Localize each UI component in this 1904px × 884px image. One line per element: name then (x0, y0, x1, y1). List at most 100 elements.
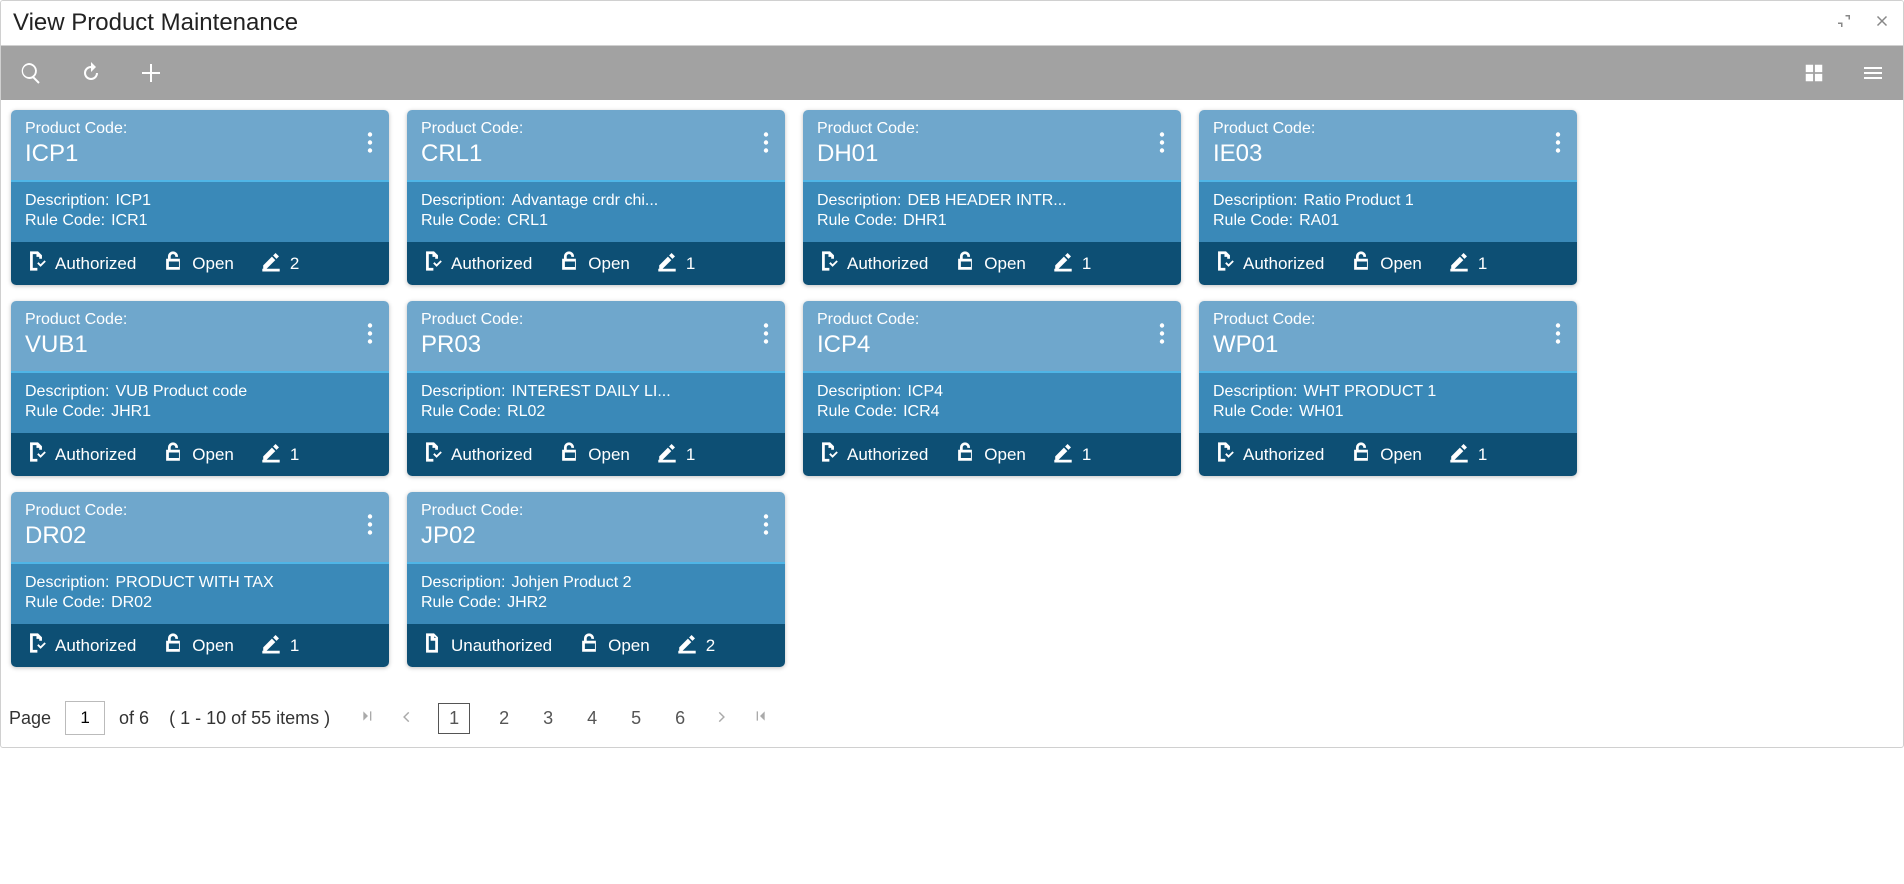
auth-label: Unauthorized (451, 636, 552, 656)
page-next-icon[interactable] (714, 708, 728, 729)
page-number[interactable]: 5 (626, 708, 646, 729)
product-code-label: Product Code: (1213, 120, 1563, 138)
mods-status: 1 (260, 441, 299, 468)
open-status: Open (1350, 441, 1422, 468)
lock-open-icon (1350, 250, 1372, 277)
product-card: Product Code: JP02 DescriptionJohjen Pro… (407, 492, 785, 667)
card-menu-icon[interactable] (1153, 126, 1171, 165)
card-header: Product Code: VUB1 (11, 301, 389, 373)
card-header: Product Code: DH01 (803, 110, 1181, 182)
open-status: Open (1350, 250, 1422, 277)
doc-check-icon (421, 441, 443, 468)
auth-label: Authorized (1243, 254, 1324, 274)
auth-status: Authorized (25, 250, 136, 277)
lock-open-icon (1350, 441, 1372, 468)
open-label: Open (1380, 445, 1422, 465)
description-row: DescriptionRatio Product 1 (1213, 192, 1563, 210)
card-grid: Product Code: ICP1 DescriptionICP1 Rule … (1, 100, 1903, 677)
search-icon[interactable] (19, 61, 43, 85)
edit-icon (656, 441, 678, 468)
card-menu-icon[interactable] (1153, 317, 1171, 356)
page-last-icon[interactable] (752, 708, 768, 729)
card-menu-icon[interactable] (361, 317, 379, 356)
product-card: Product Code: CRL1 DescriptionAdvantage … (407, 110, 785, 285)
auth-status: Unauthorized (421, 632, 552, 659)
description-row: DescriptionAdvantage crdr chi... (421, 192, 771, 210)
window-frame: View Product Maintenance (0, 0, 1904, 748)
page-number[interactable]: 4 (582, 708, 602, 729)
page-prev-icon[interactable] (400, 708, 414, 729)
auth-label: Authorized (55, 445, 136, 465)
mods-count: 1 (1478, 445, 1487, 465)
open-label: Open (588, 254, 630, 274)
card-menu-icon[interactable] (1549, 126, 1567, 165)
card-footer: Authorized Open 1 (1199, 433, 1577, 476)
mods-count: 1 (686, 254, 695, 274)
product-code-value: ICP4 (817, 331, 1167, 359)
edit-icon (1052, 441, 1074, 468)
page-input[interactable] (65, 701, 105, 735)
description-row: DescriptionVUB Product code (25, 383, 375, 401)
card-menu-icon[interactable] (1549, 317, 1567, 356)
collapse-icon[interactable] (1835, 12, 1853, 35)
edit-icon (656, 250, 678, 277)
product-card: Product Code: DR02 DescriptionPRODUCT WI… (11, 492, 389, 667)
page-title: View Product Maintenance (13, 9, 298, 37)
card-footer: Authorized Open 1 (407, 433, 785, 476)
mods-status: 1 (656, 441, 695, 468)
toolbar (1, 46, 1903, 100)
doc-check-icon (817, 250, 839, 277)
mods-status: 1 (260, 632, 299, 659)
lock-open-icon (578, 632, 600, 659)
mods-count: 1 (1082, 254, 1091, 274)
card-menu-icon[interactable] (361, 508, 379, 547)
close-icon[interactable] (1873, 10, 1891, 36)
lock-open-icon (558, 441, 580, 468)
open-label: Open (192, 636, 234, 656)
auth-status: Authorized (421, 441, 532, 468)
grid-view-icon[interactable] (1803, 62, 1825, 84)
card-header: Product Code: ICP1 (11, 110, 389, 182)
product-code-label: Product Code: (421, 120, 771, 138)
open-label: Open (984, 254, 1026, 274)
edit-icon (1448, 441, 1470, 468)
menu-icon[interactable] (1861, 61, 1885, 85)
card-menu-icon[interactable] (361, 126, 379, 165)
open-status: Open (162, 441, 234, 468)
page-number[interactable]: 1 (438, 703, 470, 734)
product-code-value: DR02 (25, 522, 375, 550)
auth-label: Authorized (451, 254, 532, 274)
open-label: Open (192, 254, 234, 274)
auth-status: Authorized (25, 632, 136, 659)
doc-check-icon (25, 441, 47, 468)
page-number[interactable]: 2 (494, 708, 514, 729)
product-code-label: Product Code: (25, 120, 375, 138)
open-status: Open (162, 250, 234, 277)
lock-open-icon (162, 250, 184, 277)
page-number[interactable]: 3 (538, 708, 558, 729)
doc-check-icon (25, 250, 47, 277)
mods-status: 1 (1448, 441, 1487, 468)
open-status: Open (558, 250, 630, 277)
page-first-icon[interactable] (360, 708, 376, 729)
card-body: DescriptionDEB HEADER INTR... Rule CodeD… (803, 182, 1181, 242)
add-icon[interactable] (139, 61, 163, 85)
card-header: Product Code: PR03 (407, 301, 785, 373)
open-label: Open (984, 445, 1026, 465)
page-number[interactable]: 6 (670, 708, 690, 729)
card-body: DescriptionRatio Product 1 Rule CodeRA01 (1199, 182, 1577, 242)
product-card: Product Code: IE03 DescriptionRatio Prod… (1199, 110, 1577, 285)
doc-check-icon (25, 632, 47, 659)
product-card: Product Code: WP01 DescriptionWHT PRODUC… (1199, 301, 1577, 476)
card-menu-icon[interactable] (757, 508, 775, 547)
product-code-value: CRL1 (421, 140, 771, 168)
open-status: Open (578, 632, 650, 659)
product-code-value: VUB1 (25, 331, 375, 359)
refresh-icon[interactable] (79, 61, 103, 85)
card-body: DescriptionWHT PRODUCT 1 Rule CodeWH01 (1199, 373, 1577, 433)
mods-status: 1 (656, 250, 695, 277)
card-menu-icon[interactable] (757, 126, 775, 165)
card-menu-icon[interactable] (757, 317, 775, 356)
card-body: DescriptionICP1 Rule CodeICR1 (11, 182, 389, 242)
product-code-value: WP01 (1213, 331, 1563, 359)
